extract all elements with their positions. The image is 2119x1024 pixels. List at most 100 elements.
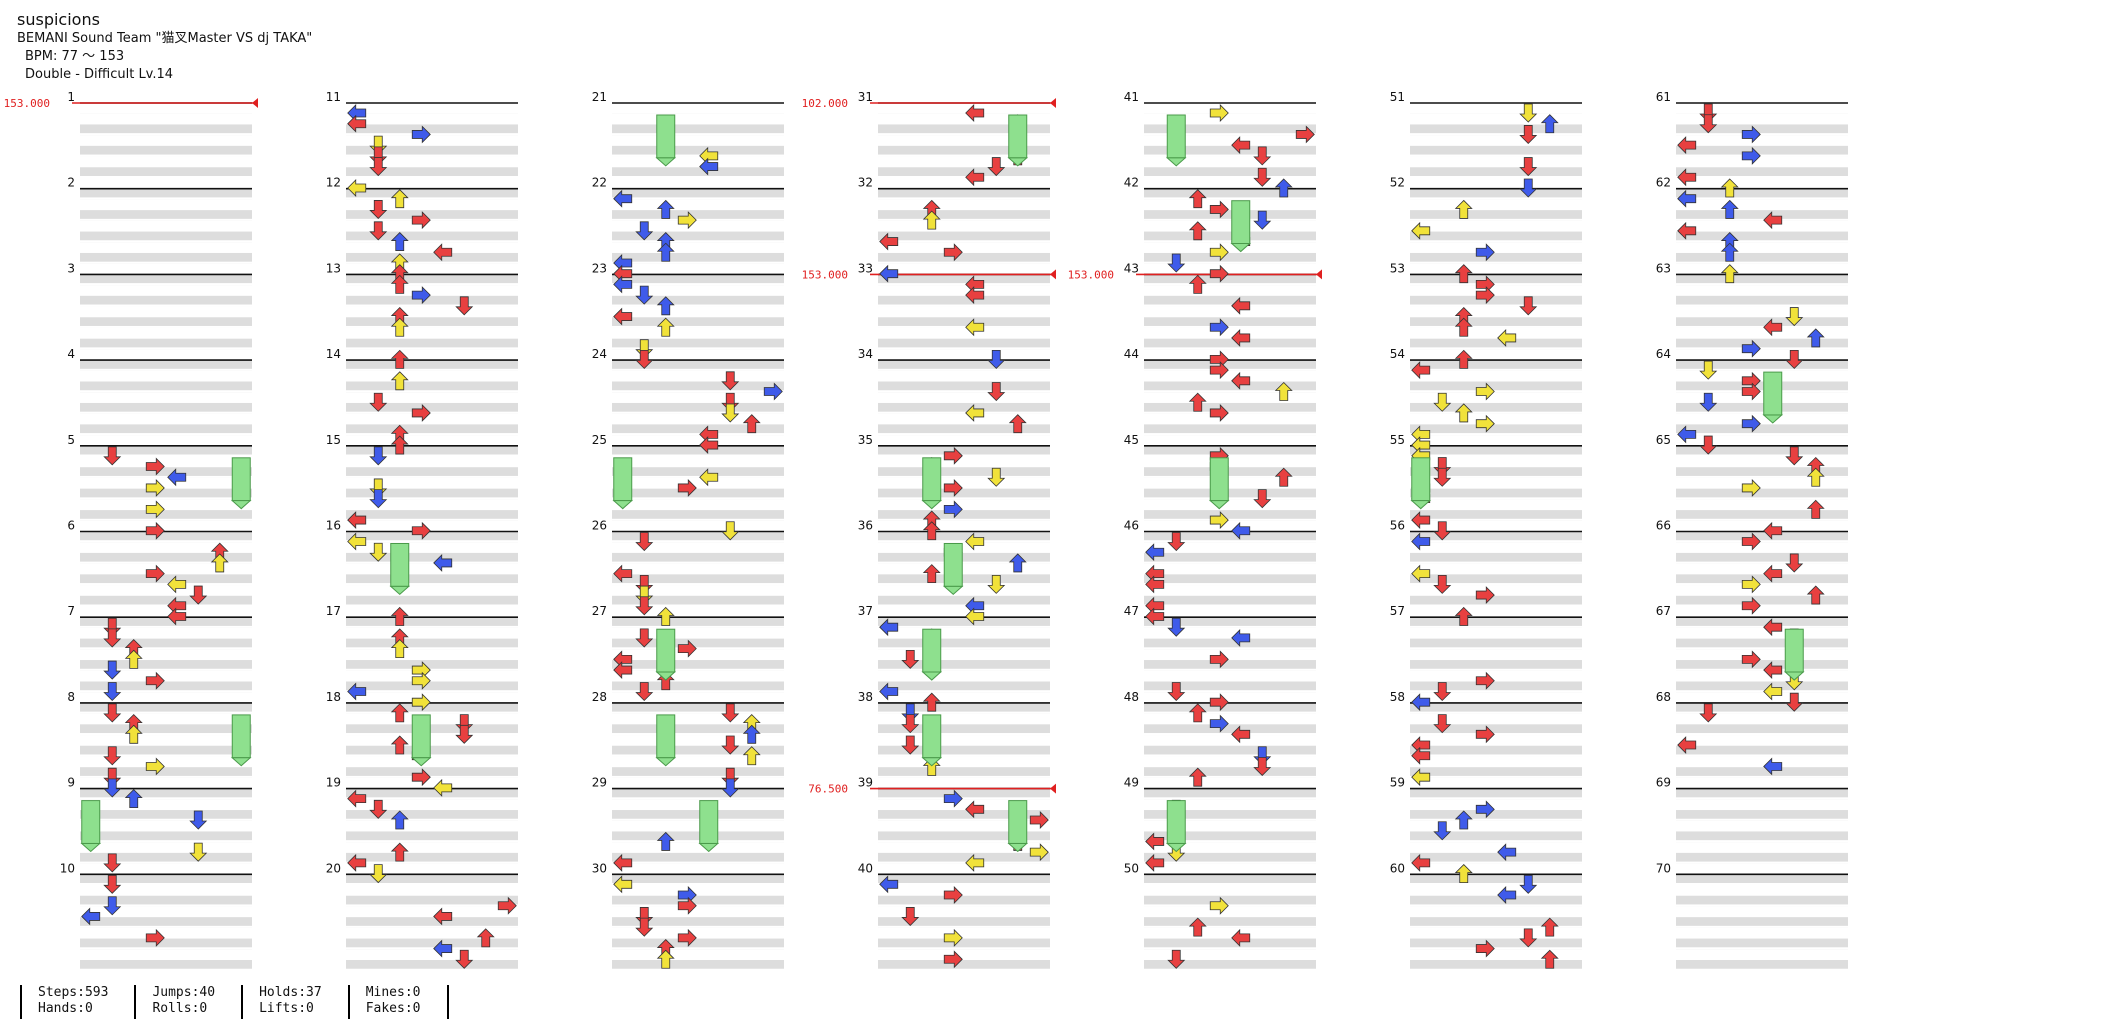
hold-note-tail	[1762, 414, 1784, 424]
beat-gap	[612, 670, 784, 682]
step-arrow	[411, 768, 431, 787]
step-arrow	[1677, 425, 1697, 444]
step-arrow	[965, 168, 985, 187]
measure-number: 54	[1390, 347, 1405, 361]
step-arrow	[943, 446, 963, 465]
step-arrow	[677, 211, 697, 230]
bpm-marker	[1050, 783, 1056, 794]
step-arrow	[965, 318, 985, 337]
beat-gap	[346, 413, 518, 425]
measure-number: 21	[592, 90, 607, 104]
step-arrow	[763, 382, 783, 401]
hold-note-tail	[80, 842, 102, 853]
hold-note-tail	[230, 757, 252, 767]
step-arrow	[1741, 339, 1761, 358]
step-arrow	[1741, 414, 1761, 433]
hold-note	[1166, 114, 1186, 159]
step-arrow	[1209, 264, 1229, 283]
beat-gap	[80, 242, 252, 253]
step-arrow	[613, 853, 633, 872]
bpm-marker	[1050, 98, 1056, 108]
step-arrow	[1763, 618, 1783, 637]
step-arrow	[81, 907, 101, 926]
step-arrow	[1274, 381, 1293, 401]
hold-note	[81, 800, 101, 844]
measure-number: 70	[1656, 861, 1671, 875]
step-arrow	[721, 735, 740, 755]
beat-gap	[1676, 177, 1848, 189]
step-chart: 1234567891011121314151617181920212223242…	[4, 90, 1848, 969]
step-arrow	[1475, 243, 1495, 262]
measure-number: 17	[326, 604, 341, 618]
measure-number: 37	[858, 604, 873, 618]
hold-note-tail	[698, 842, 720, 853]
beat-gap	[80, 285, 252, 296]
step-arrow	[1433, 682, 1452, 702]
step-arrow	[390, 842, 409, 862]
step-arrow	[635, 221, 654, 241]
beat-gap	[1144, 692, 1316, 703]
hold-note	[943, 543, 963, 587]
beat-gap	[1410, 370, 1582, 382]
beat-gap	[80, 135, 252, 146]
stat-rolls: Rolls:0	[152, 1001, 208, 1016]
step-arrow	[1274, 178, 1293, 198]
step-arrow	[1433, 714, 1452, 734]
hold-note-tail	[921, 671, 943, 681]
beat-gap	[1410, 306, 1582, 318]
step-arrow	[613, 564, 633, 583]
hold-note	[390, 543, 410, 587]
step-arrow	[901, 649, 920, 669]
beat-gap	[80, 349, 252, 361]
step-arrow	[1411, 564, 1431, 583]
step-arrow	[613, 275, 633, 294]
step-arrow	[103, 853, 122, 873]
beat-gap	[1676, 692, 1848, 703]
step-arrow	[103, 778, 122, 798]
beat-gap	[1410, 927, 1582, 939]
step-arrow	[635, 917, 654, 937]
step-arrow	[965, 104, 985, 122]
stat-hands: Hands:0	[38, 1001, 93, 1016]
measure-number: 68	[1656, 690, 1671, 704]
beat-gap	[1144, 713, 1316, 725]
step-arrow	[1209, 693, 1229, 712]
step-arrow	[943, 928, 963, 947]
hold-note-tail	[921, 757, 943, 767]
beat-gap	[346, 520, 518, 532]
step-arrow	[965, 286, 985, 305]
step-arrow	[1475, 586, 1495, 605]
step-arrow	[390, 735, 409, 755]
step-arrow	[1475, 725, 1495, 744]
step-arrow	[1497, 843, 1517, 862]
beat-gap	[878, 113, 1050, 125]
beat-gap	[1144, 499, 1316, 511]
beat-gap	[878, 435, 1050, 446]
measure-number: 9	[67, 776, 75, 790]
bpm-marker	[252, 98, 258, 108]
step-arrow	[1209, 403, 1229, 422]
beat-gap	[1410, 520, 1582, 532]
step-arrow	[433, 778, 453, 797]
step-arrow	[1454, 349, 1473, 369]
beat-gap	[1410, 585, 1582, 596]
measure-number: 12	[326, 176, 341, 190]
step-arrow	[1253, 146, 1272, 166]
beat-gap	[1676, 135, 1848, 146]
beat-gap	[346, 135, 518, 146]
beat-gap	[346, 820, 518, 832]
beat-gap	[1144, 413, 1316, 425]
step-arrow	[369, 799, 388, 819]
beat-gap	[612, 949, 784, 960]
beat-gap	[1676, 670, 1848, 682]
beat-gap	[612, 777, 784, 789]
stat-group-holds: Holds:37 Lifts:0	[241, 985, 348, 1019]
beat-gap	[878, 327, 1050, 339]
beat-gap	[1676, 906, 1848, 918]
beat-gap	[80, 670, 252, 682]
beat-gap	[1144, 220, 1316, 232]
beat-gap	[1410, 456, 1582, 468]
beat-gap	[1676, 563, 1848, 575]
measure-number: 41	[1124, 90, 1139, 104]
beat-gap	[1410, 177, 1582, 189]
